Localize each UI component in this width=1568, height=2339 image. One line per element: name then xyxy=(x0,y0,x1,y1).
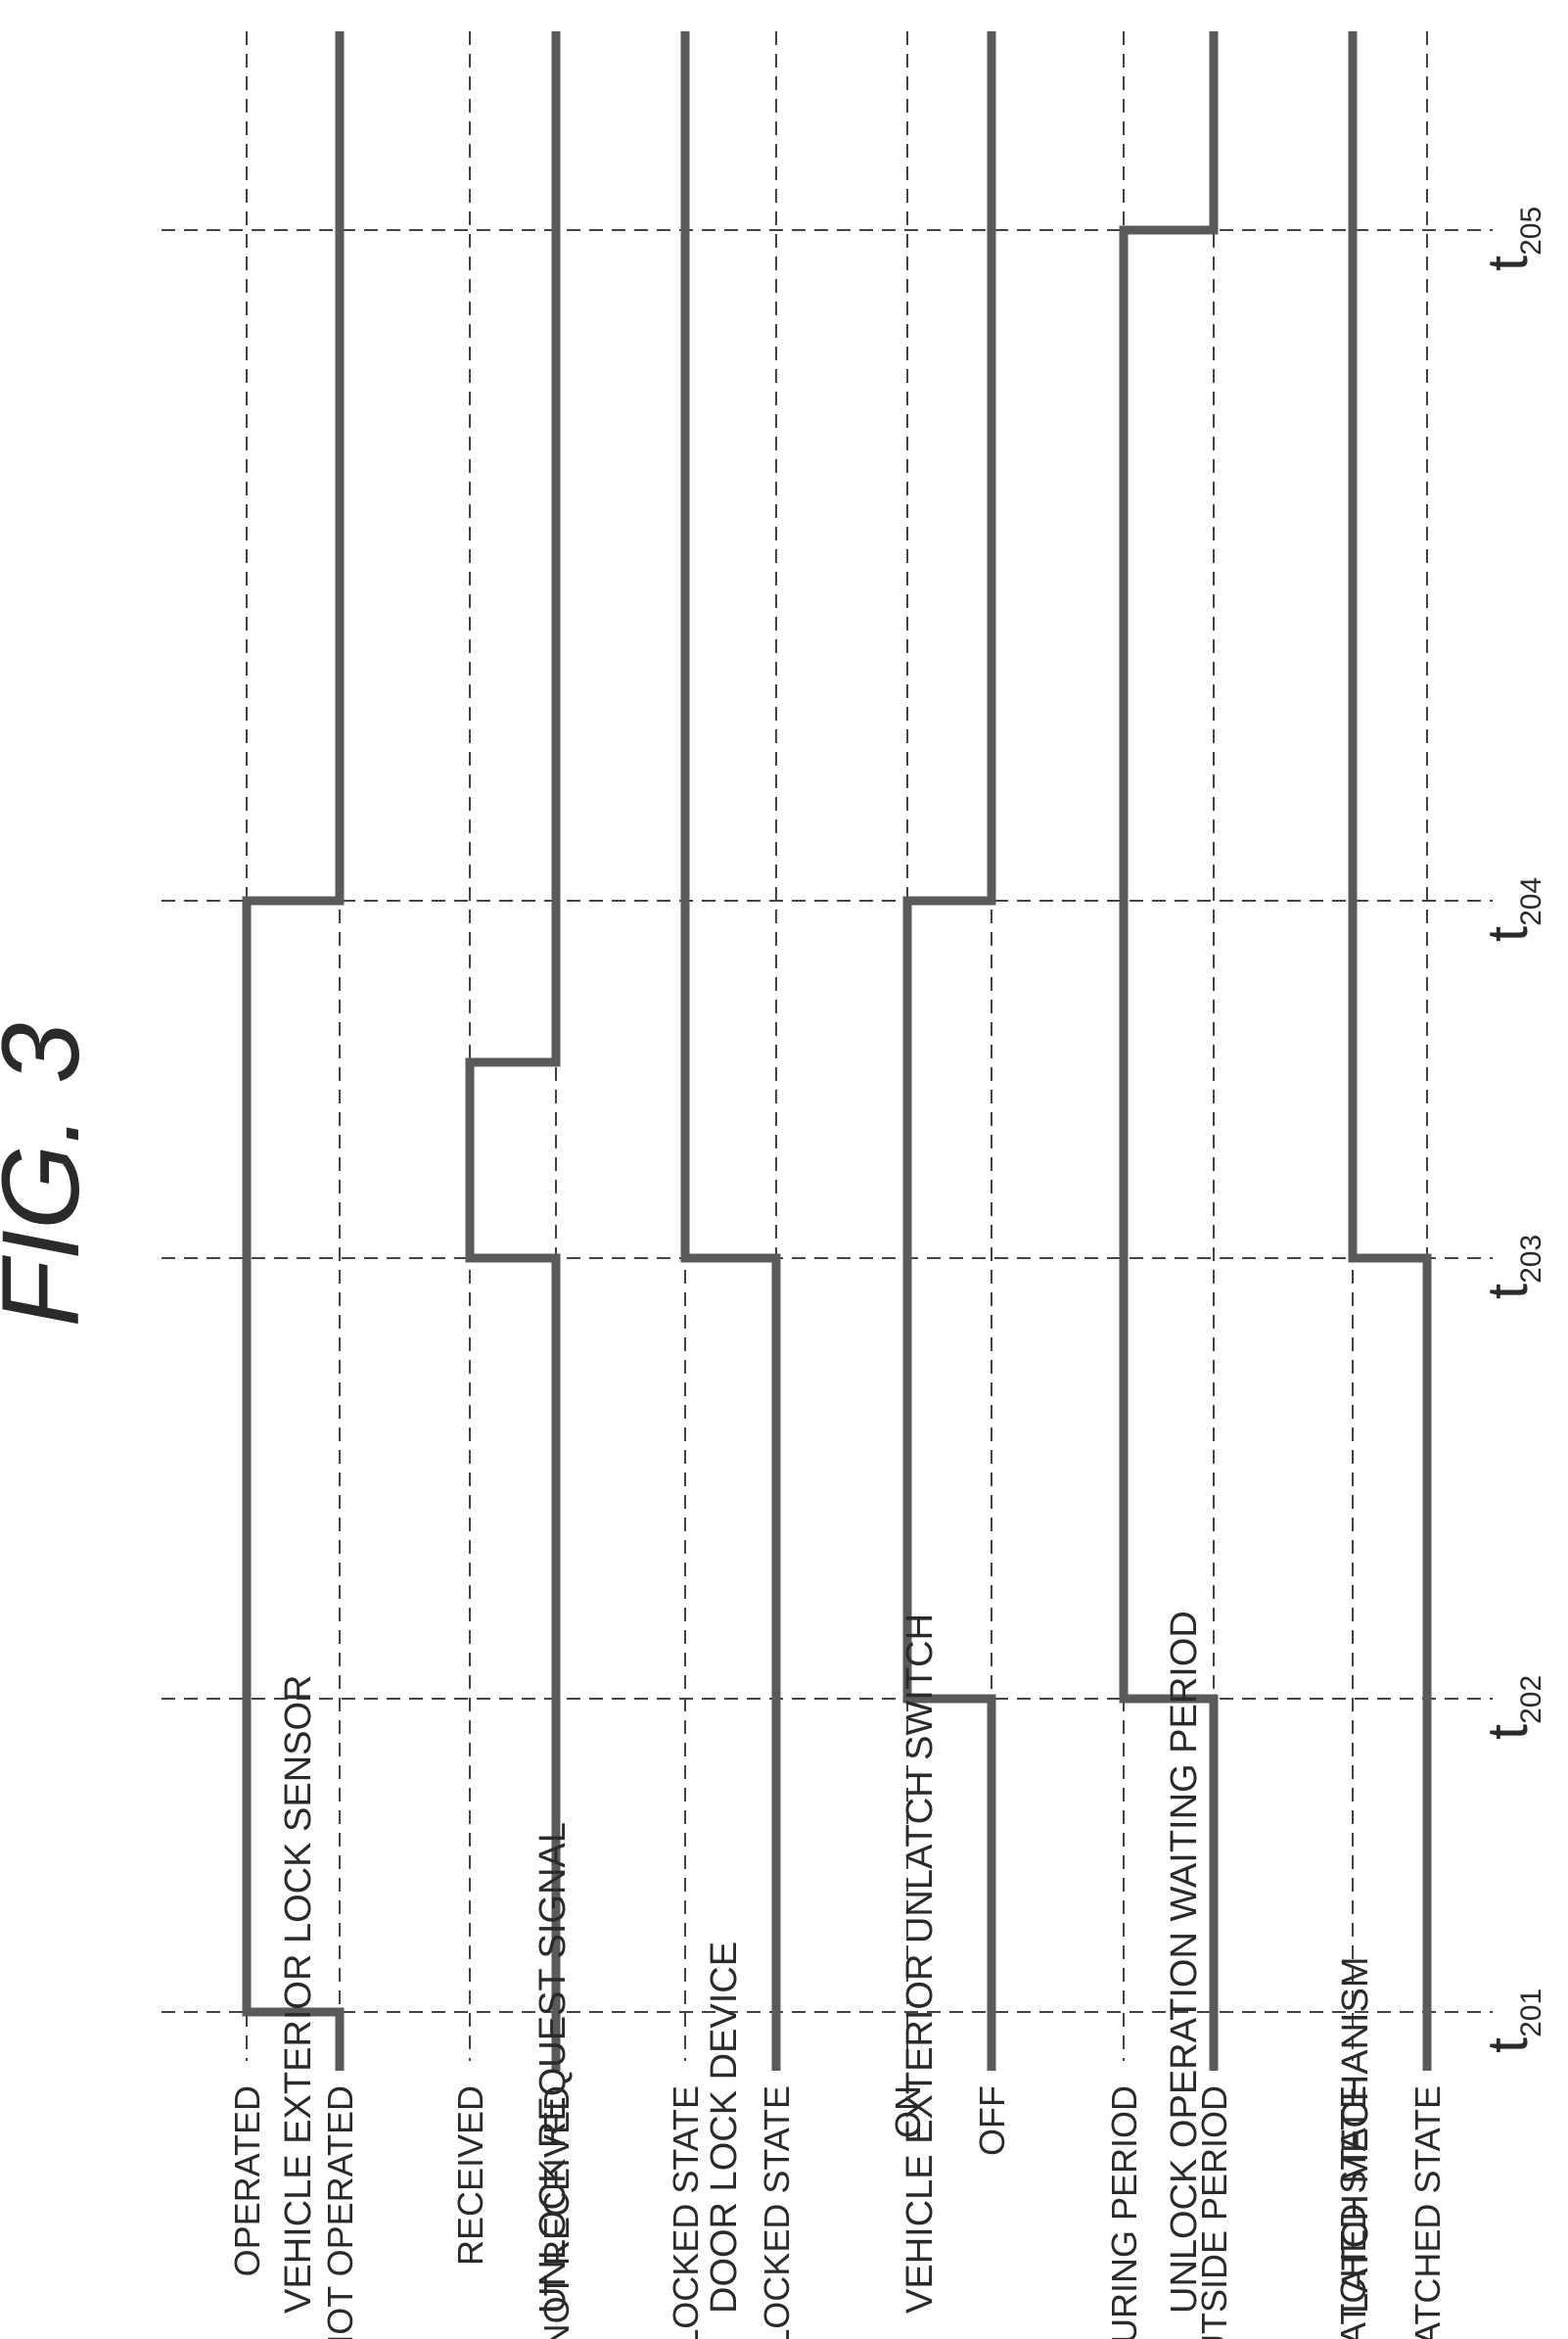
time-label-t202: t202 xyxy=(1476,1675,1547,1740)
signal-name-door-lock-device: DOOR LOCK DEVICE xyxy=(704,1941,745,2314)
high-level-label-unlock-request-signal: RECEIVED xyxy=(450,2085,490,2266)
signal-labels: VEHICLE EXTERIOR LOCK SENSOR OPERATED NOT … xyxy=(227,1611,1448,2339)
signal-name-vehicle-exterior-unlatch-switch: VEHICLE EXTERIOR UNLATCH SWITCH xyxy=(899,1614,941,2314)
low-level-label-vehicle-exterior-unlatch-switch: OFF xyxy=(972,2085,1012,2156)
low-level-label-unlock-request-signal: NOT RECEIVED xyxy=(536,2085,576,2339)
high-level-label-vehicle-exterior-lock-sensor: OPERATED xyxy=(227,2085,267,2276)
low-level-label-latch-mechanism: LATCHED STATE xyxy=(1407,2085,1448,2339)
grid-lines xyxy=(161,31,1493,2061)
signal-name-unlock-request-signal: UNLOCK REQUEST SIGNAL xyxy=(532,1822,574,2314)
high-level-label-door-lock-device: UNLOCKED STATE xyxy=(666,2085,706,2339)
time-label-t205: t205 xyxy=(1476,207,1547,271)
signal-name-vehicle-exterior-lock-sensor: VEHICLE EXTERIOR LOCK SENSOR xyxy=(278,1675,319,2315)
high-level-label-unlock-operation-waiting-period: DURING PERIOD xyxy=(1104,2085,1144,2339)
time-axis: t201 t202 t203 t204 t205 xyxy=(1476,207,1547,2053)
low-level-label-unlock-operation-waiting-period: OUTSIDE PERIOD xyxy=(1194,2085,1234,2339)
waveform-vehicle-exterior-lock-sensor xyxy=(242,31,345,2071)
waveform-door-lock-device xyxy=(680,31,781,2071)
waveform-latch-mechanism xyxy=(1348,31,1432,2071)
figure-title: FIG. 3 xyxy=(0,1022,102,1327)
waveform-unlock-operation-waiting-period xyxy=(1119,31,1219,2071)
waveforms xyxy=(242,31,1432,2071)
signal-name-unlock-operation-waiting-period: UNLOCK OPERATION WAITING PERIOD xyxy=(1164,1611,1205,2314)
signal-name-latch-mechanism: LATCH MECHANISM xyxy=(1335,1956,1376,2314)
waveform-unlock-request-signal xyxy=(465,31,561,2071)
low-level-label-door-lock-device: LOCKED STATE xyxy=(757,2085,797,2339)
time-label-t204: t204 xyxy=(1476,877,1547,942)
time-label-t201: t201 xyxy=(1476,1988,1547,2053)
high-level-label-vehicle-exterior-unlatch-switch: ON xyxy=(888,2085,928,2138)
waveform-vehicle-exterior-unlatch-switch xyxy=(902,31,996,2071)
high-level-label-latch-mechanism: UNLATCHED STATE xyxy=(1333,2085,1373,2339)
low-level-label-vehicle-exterior-lock-sensor: NOT OPERATED xyxy=(320,2085,360,2339)
time-label-t203: t203 xyxy=(1476,1235,1547,1299)
